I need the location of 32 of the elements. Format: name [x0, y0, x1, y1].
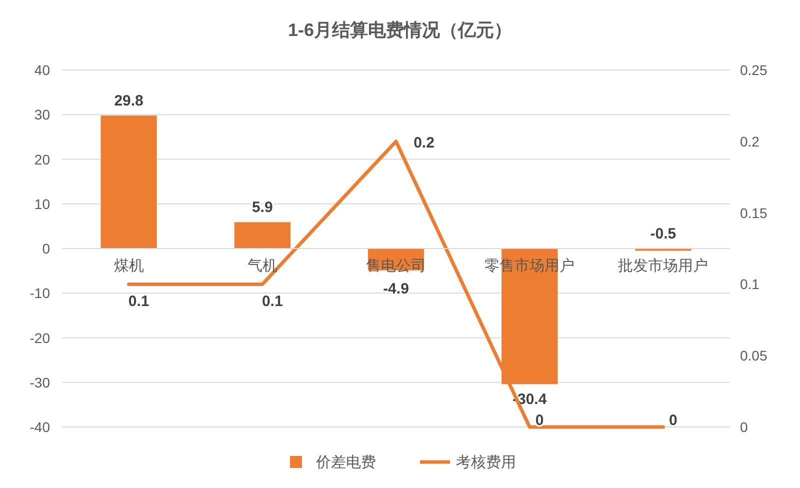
- y-tick-label: -10: [30, 285, 50, 302]
- y2-tick-label: 0.1: [740, 276, 760, 292]
- data-label: 0: [535, 412, 544, 429]
- x-tick-label: 批发市场用户: [618, 258, 708, 274]
- y2-tick-label: 0.2: [740, 133, 760, 150]
- y-tick-label: -20: [30, 330, 50, 346]
- data-label: 29.8: [114, 92, 144, 110]
- y-tick-label: -30: [30, 374, 50, 390]
- x-tick-label: 煤机: [114, 258, 144, 274]
- y2-tick-label: 0.25: [740, 62, 768, 78]
- bar: [100, 116, 157, 248]
- legend-label: 考核费用: [456, 454, 516, 471]
- data-label: 0.1: [262, 293, 283, 310]
- x-tick-label: 气机: [247, 258, 278, 274]
- data-label: 0.1: [128, 293, 150, 310]
- data-label: 5.9: [252, 199, 273, 216]
- y-tick-label: -40: [30, 419, 50, 435]
- y-tick-label: 0: [42, 240, 50, 256]
- data-label: 0.2: [414, 134, 434, 152]
- y-tick-label: 30: [34, 106, 50, 123]
- y-tick-label: 20: [34, 151, 50, 168]
- y-tick-label: 10: [34, 196, 50, 212]
- bar: [234, 222, 290, 248]
- data-label: 0: [669, 412, 678, 429]
- legend-label: 价差电费: [315, 454, 376, 471]
- y2-tick-label: 0.05: [740, 348, 768, 364]
- chart-title: 1-6月结算电费情况（亿元）: [288, 20, 512, 40]
- data-label: -4.9: [383, 280, 409, 298]
- data-label: -0.5: [650, 226, 676, 242]
- y2-tick-label: 0.15: [740, 204, 768, 221]
- y-tick-label: 40: [34, 62, 50, 78]
- y2-tick-label: 0: [740, 419, 748, 435]
